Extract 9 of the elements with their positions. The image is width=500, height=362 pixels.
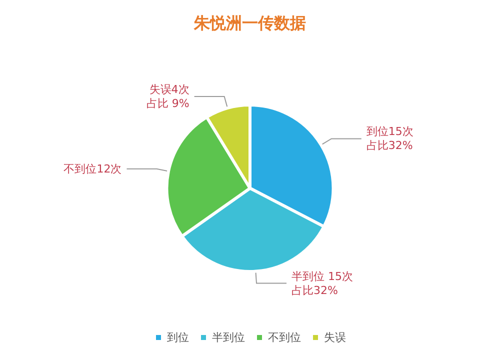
data-label: 到位15次占比32%	[366, 125, 414, 152]
legend-label: 失误	[324, 331, 346, 344]
chart-title: 朱悦洲一传数据	[193, 14, 306, 32]
data-label: 半到位 15次占比32%	[292, 270, 353, 297]
data-label: 不到位12次	[64, 162, 122, 176]
legend-label: 到位	[167, 331, 189, 344]
legend-label: 半到位	[212, 331, 245, 344]
legend-label: 不到位	[268, 331, 301, 344]
data-label: 失误4次占比 9%	[146, 83, 190, 110]
